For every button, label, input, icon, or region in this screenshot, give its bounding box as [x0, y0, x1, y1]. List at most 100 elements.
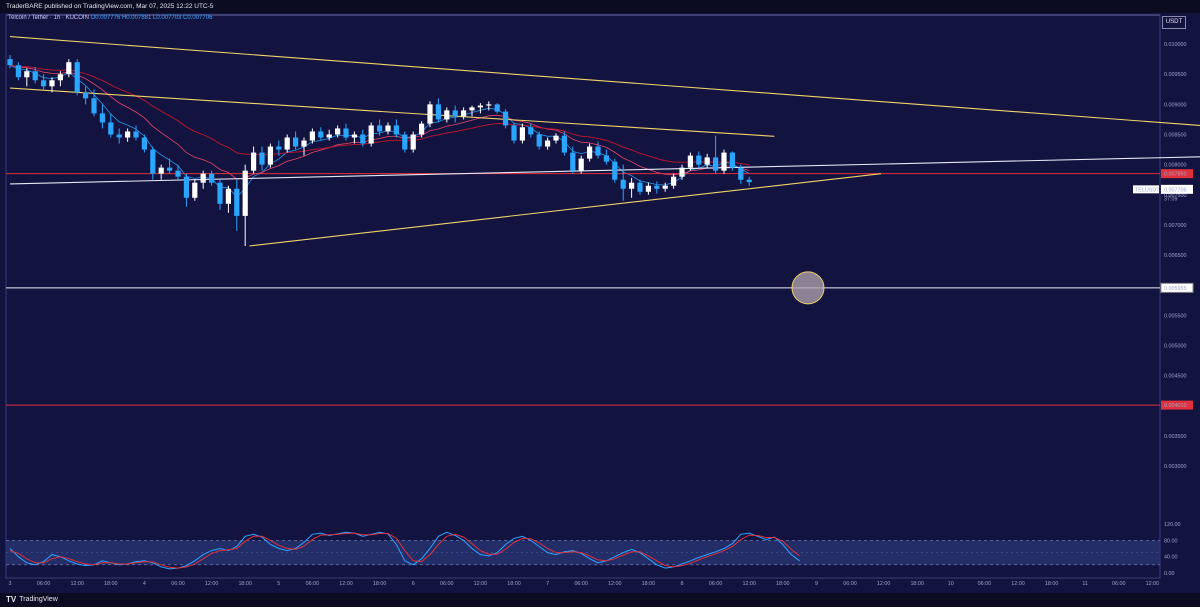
- candle: [461, 107, 467, 120]
- candle: [519, 123, 525, 144]
- price-label-red: 0.004010: [1161, 400, 1193, 410]
- time-tick-label: 8: [681, 581, 684, 587]
- candle: [141, 134, 147, 153]
- candle: [343, 123, 349, 141]
- candle: [251, 146, 257, 174]
- time-tick-label: 18:00: [507, 581, 521, 587]
- candle: [704, 153, 710, 168]
- time-tick-label: 06:00: [440, 581, 454, 587]
- candle: [629, 177, 635, 198]
- time-tick-label: 18:00: [238, 581, 252, 587]
- candle-body: [503, 111, 509, 126]
- candle-body: [477, 105, 483, 108]
- candle-body: [377, 125, 383, 132]
- candle-body: [452, 110, 458, 117]
- stoch-tick-label: 80.00: [1164, 538, 1178, 544]
- time-tick-label: 12:00: [70, 581, 84, 587]
- time-tick-label: 18:00: [642, 581, 656, 587]
- candle: [125, 128, 131, 142]
- candle-body: [343, 128, 349, 138]
- ohlc-high: H0.007881: [121, 15, 152, 21]
- candle-body: [528, 127, 534, 135]
- candle-body: [24, 71, 30, 78]
- candle-body: [595, 146, 601, 156]
- candle: [192, 179, 198, 201]
- time-tick-label: 5: [277, 581, 280, 587]
- grid: [5, 14, 1161, 579]
- currency-button[interactable]: USDT: [1162, 16, 1186, 29]
- candle: [612, 158, 618, 183]
- candle: [318, 127, 324, 141]
- trend-line-yellow: [9, 36, 1200, 126]
- stoch-rsi-pane: [6, 531, 1160, 570]
- publisher-text: TraderBARE published on TradingView.com,…: [6, 3, 214, 10]
- candle: [167, 158, 173, 174]
- time-tick-label: 12:00: [339, 581, 353, 587]
- candle-body: [32, 71, 38, 81]
- tradingview-logo[interactable]: TV TradingView: [6, 595, 58, 604]
- candle: [49, 77, 55, 93]
- candle: [561, 131, 567, 156]
- price-tick-label: 0.007000: [1164, 223, 1186, 229]
- candle-body: [335, 128, 341, 135]
- candle-body: [167, 167, 173, 171]
- price-axis: 0.010000 0.009500 0.009000 0.008500 0.008000…: [1133, 42, 1194, 577]
- candle-body: [326, 134, 332, 138]
- candle-body: [116, 134, 122, 138]
- price-label-text: 0.005955: [1164, 286, 1186, 292]
- candle: [696, 151, 702, 168]
- candle-body: [293, 137, 299, 147]
- candle-body: [721, 152, 727, 171]
- candle: [452, 105, 458, 123]
- candle: [687, 152, 693, 171]
- candle: [276, 140, 282, 156]
- candle-body: [209, 173, 215, 183]
- candle: [713, 135, 719, 174]
- candle-body: [444, 110, 450, 120]
- time-tick-label: 12:00: [205, 581, 219, 587]
- candle-body: [158, 167, 164, 174]
- trend-line-yellow: [249, 173, 882, 247]
- candle-body: [234, 188, 240, 216]
- candle-body: [7, 59, 13, 66]
- candle-body: [629, 182, 635, 189]
- candle: [393, 119, 399, 138]
- candle-body: [351, 134, 357, 138]
- time-tick-label: 12:00: [1146, 581, 1160, 587]
- candle-body: [259, 152, 265, 165]
- candle: [301, 137, 307, 156]
- candle: [32, 67, 38, 84]
- drawing-lines: [6, 36, 1200, 406]
- candle: [41, 74, 47, 90]
- time-axis: 3 06:00 12:00 18:00 4 06:00 12:00 18:00 5 06:00 12…: [9, 581, 1160, 587]
- candle: [99, 104, 105, 129]
- candle-body: [276, 146, 282, 150]
- stoch-line-red: [9, 532, 800, 569]
- candle: [729, 151, 735, 171]
- candle: [671, 173, 677, 189]
- candle-body: [578, 158, 584, 171]
- candle: [553, 133, 559, 144]
- candle-body: [217, 182, 223, 204]
- candle: [435, 98, 441, 123]
- time-tick-label: 06:00: [1112, 581, 1126, 587]
- price-tick-label: 0.010000: [1164, 42, 1186, 48]
- price-tick-label: 0.008000: [1164, 163, 1186, 169]
- time-tick-label: 12:00: [608, 581, 622, 587]
- candle: [536, 131, 542, 150]
- candle: [200, 170, 206, 189]
- candle: [91, 89, 97, 117]
- candle: [351, 131, 357, 144]
- candle-body: [570, 152, 576, 171]
- candle: [259, 146, 265, 171]
- candle-body: [385, 125, 391, 132]
- candle: [419, 121, 425, 138]
- time-tick-label: 18:00: [373, 581, 387, 587]
- time-tick-label: 12:00: [1011, 581, 1025, 587]
- time-tick-label: 06:00: [709, 581, 723, 587]
- symbol-tag-box: [1133, 185, 1159, 194]
- symbol-legend[interactable]: Telcoin / Tether · 1h · KUCOIN O0.007776…: [8, 15, 212, 21]
- time-tick-label: 12:00: [474, 581, 488, 587]
